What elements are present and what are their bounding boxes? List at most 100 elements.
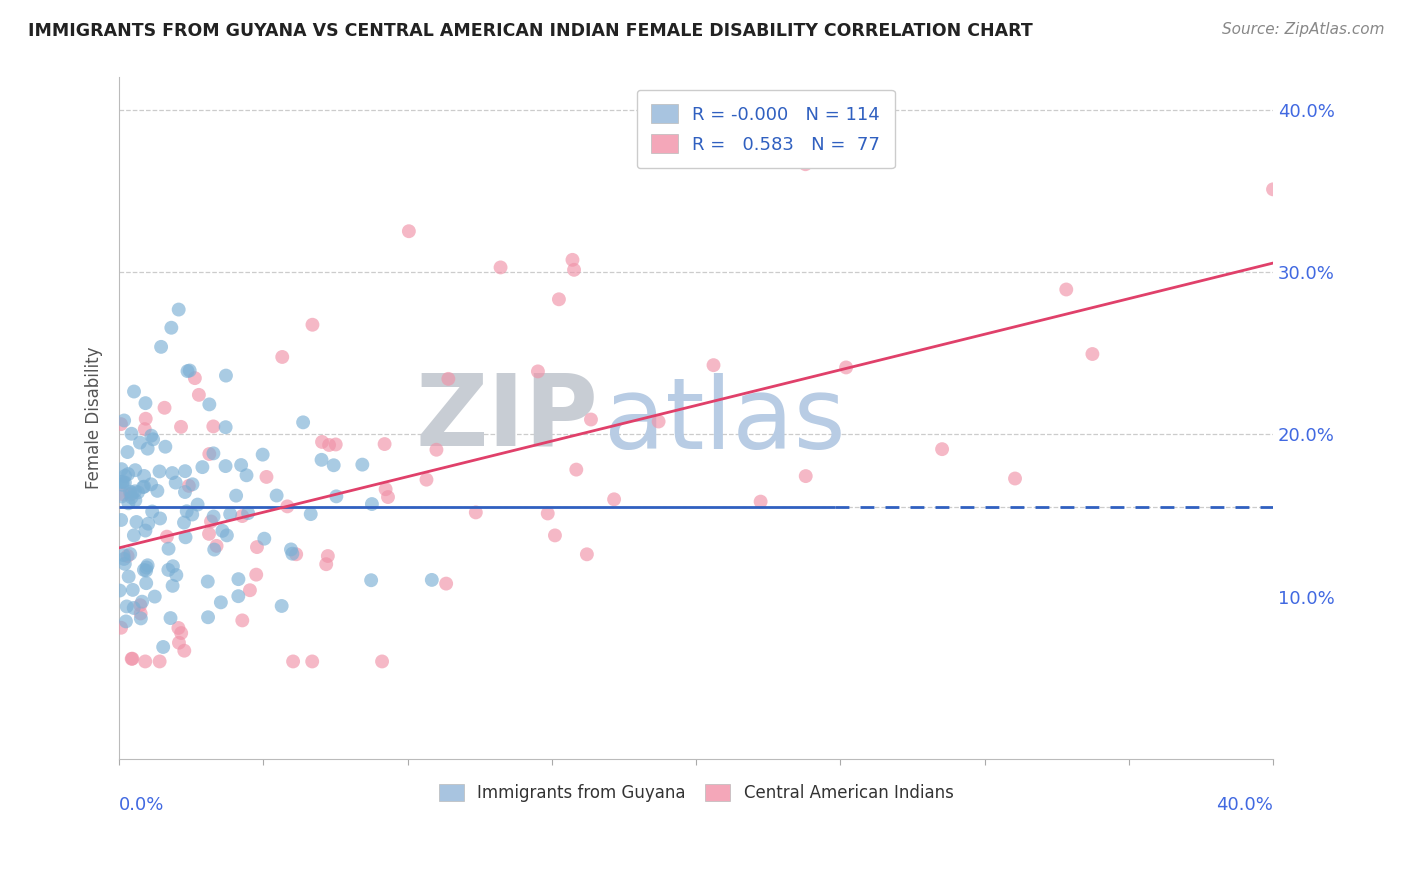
- Point: [236, 506, 259, 520]
- Point: [162, 579, 184, 593]
- Point: [398, 224, 420, 238]
- Point: [252, 448, 274, 462]
- Point: [299, 507, 322, 521]
- Point: [266, 489, 288, 503]
- Point: [135, 564, 157, 578]
- Point: [146, 483, 169, 498]
- Point: [198, 447, 221, 461]
- Point: [562, 262, 585, 277]
- Point: [129, 598, 152, 612]
- Point: [174, 464, 197, 478]
- Point: [200, 515, 222, 529]
- Point: [292, 415, 315, 429]
- Point: [311, 434, 333, 449]
- Point: [187, 498, 209, 512]
- Point: [134, 524, 156, 538]
- Point: [157, 563, 180, 577]
- Point: [121, 426, 143, 441]
- Point: [124, 493, 146, 508]
- Point: [301, 318, 323, 332]
- Point: [316, 549, 339, 563]
- Point: [111, 478, 134, 492]
- Point: [415, 473, 437, 487]
- Point: [139, 477, 162, 491]
- Point: [115, 599, 138, 614]
- Point: [437, 372, 460, 386]
- Point: [176, 504, 198, 518]
- Point: [205, 539, 228, 553]
- Point: [152, 640, 174, 654]
- Point: [167, 636, 190, 650]
- Point: [112, 413, 135, 427]
- Point: [153, 401, 176, 415]
- Point: [136, 442, 159, 456]
- Text: atlas: atlas: [603, 373, 845, 470]
- Point: [211, 524, 233, 538]
- Point: [225, 489, 247, 503]
- Point: [276, 500, 298, 514]
- Point: [231, 458, 253, 472]
- Point: [117, 549, 139, 563]
- Point: [134, 396, 156, 410]
- Point: [420, 573, 443, 587]
- Point: [135, 560, 157, 574]
- Point: [121, 651, 143, 665]
- Point: [110, 462, 132, 476]
- Point: [322, 458, 344, 473]
- Point: [134, 480, 156, 494]
- Point: [127, 485, 149, 500]
- Point: [215, 528, 238, 542]
- Point: [121, 486, 143, 500]
- Point: [149, 511, 172, 525]
- Point: [231, 509, 253, 524]
- Point: [226, 589, 249, 603]
- Point: [281, 655, 304, 669]
- Point: [155, 440, 177, 454]
- Point: [228, 572, 250, 586]
- Point: [129, 611, 152, 625]
- Point: [110, 621, 132, 635]
- Point: [256, 470, 278, 484]
- Point: [202, 419, 225, 434]
- Point: [198, 397, 221, 411]
- Point: [121, 491, 143, 505]
- Text: 0.0%: 0.0%: [120, 797, 165, 814]
- Point: [202, 509, 225, 524]
- Point: [129, 435, 152, 450]
- Point: [285, 547, 308, 561]
- Point: [575, 547, 598, 561]
- Text: 40.0%: 40.0%: [1216, 797, 1272, 814]
- Point: [156, 530, 179, 544]
- Point: [246, 540, 269, 554]
- Point: [149, 655, 172, 669]
- Point: [179, 363, 201, 377]
- Point: [360, 573, 382, 587]
- Legend: Immigrants from Guyana, Central American Indians: Immigrants from Guyana, Central American…: [432, 777, 960, 808]
- Point: [132, 563, 155, 577]
- Point: [176, 364, 198, 378]
- Point: [118, 569, 141, 583]
- Point: [197, 610, 219, 624]
- Point: [271, 350, 294, 364]
- Point: [120, 547, 142, 561]
- Point: [143, 590, 166, 604]
- Point: [280, 542, 302, 557]
- Point: [114, 475, 136, 490]
- Point: [117, 467, 139, 481]
- Point: [160, 320, 183, 334]
- Point: [135, 411, 157, 425]
- Point: [129, 607, 152, 621]
- Point: [157, 541, 180, 556]
- Point: [110, 417, 132, 431]
- Point: [235, 468, 257, 483]
- Point: [115, 615, 138, 629]
- Point: [215, 368, 238, 383]
- Point: [134, 655, 156, 669]
- Point: [209, 595, 232, 609]
- Point: [489, 260, 512, 275]
- Y-axis label: Female Disability: Female Disability: [86, 347, 103, 490]
- Point: [281, 547, 304, 561]
- Point: [361, 497, 384, 511]
- Point: [167, 621, 190, 635]
- Point: [537, 507, 560, 521]
